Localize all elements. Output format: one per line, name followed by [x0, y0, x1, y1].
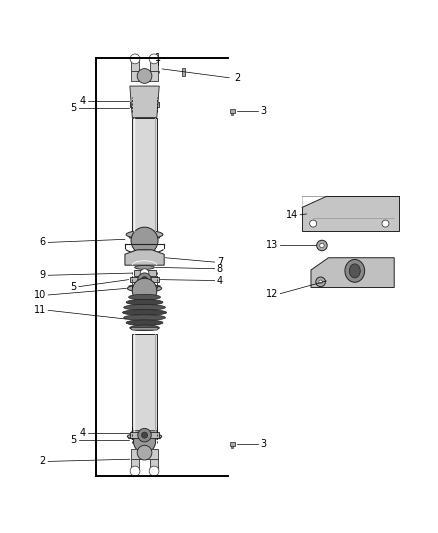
- Bar: [130, 102, 159, 107]
- Circle shape: [149, 466, 159, 476]
- Text: 5: 5: [71, 103, 77, 113]
- Ellipse shape: [126, 320, 163, 326]
- Circle shape: [138, 98, 151, 111]
- Circle shape: [141, 101, 148, 108]
- Polygon shape: [311, 258, 394, 287]
- Bar: [134, 270, 155, 276]
- Circle shape: [141, 277, 148, 282]
- Ellipse shape: [127, 433, 162, 440]
- Circle shape: [131, 227, 158, 254]
- Polygon shape: [302, 197, 326, 207]
- Ellipse shape: [123, 310, 166, 316]
- Circle shape: [132, 278, 157, 303]
- Bar: [230, 442, 235, 446]
- Text: 6: 6: [40, 237, 46, 247]
- Text: 13: 13: [266, 240, 278, 251]
- Ellipse shape: [127, 285, 162, 292]
- Bar: [131, 449, 158, 459]
- Bar: [150, 59, 158, 71]
- Ellipse shape: [130, 325, 159, 330]
- Text: 2: 2: [40, 456, 46, 466]
- Bar: [130, 277, 159, 282]
- Text: 4: 4: [79, 428, 85, 438]
- Text: 12: 12: [266, 289, 278, 298]
- Text: 14: 14: [286, 210, 298, 220]
- Ellipse shape: [132, 250, 157, 254]
- Circle shape: [149, 54, 159, 64]
- Bar: [302, 197, 399, 231]
- Circle shape: [140, 269, 149, 277]
- Circle shape: [134, 431, 155, 453]
- Text: 2: 2: [234, 73, 240, 83]
- Polygon shape: [130, 86, 159, 118]
- Ellipse shape: [350, 264, 360, 278]
- Bar: [132, 118, 157, 231]
- Circle shape: [317, 240, 327, 251]
- Text: 5: 5: [71, 281, 77, 292]
- Ellipse shape: [126, 231, 163, 238]
- Text: 3: 3: [261, 439, 267, 449]
- Polygon shape: [130, 328, 159, 330]
- Text: 10: 10: [34, 290, 46, 300]
- Bar: [150, 459, 158, 471]
- Text: 9: 9: [40, 270, 46, 280]
- Bar: [132, 334, 157, 431]
- Polygon shape: [129, 231, 160, 238]
- Polygon shape: [125, 250, 164, 265]
- Ellipse shape: [129, 294, 160, 300]
- Circle shape: [138, 429, 151, 442]
- Bar: [231, 446, 233, 448]
- Circle shape: [316, 277, 325, 287]
- Ellipse shape: [124, 315, 166, 320]
- Bar: [131, 59, 139, 71]
- Circle shape: [141, 432, 148, 438]
- Bar: [131, 459, 139, 471]
- Bar: [131, 71, 158, 81]
- Circle shape: [138, 273, 151, 286]
- Bar: [230, 109, 235, 113]
- Text: 7: 7: [217, 257, 223, 267]
- Bar: [231, 113, 233, 115]
- Ellipse shape: [135, 265, 154, 269]
- Ellipse shape: [345, 260, 364, 282]
- Text: 8: 8: [217, 264, 223, 273]
- Ellipse shape: [124, 304, 166, 310]
- Text: 3: 3: [261, 106, 267, 116]
- Text: 5: 5: [71, 434, 77, 445]
- Bar: [130, 432, 159, 438]
- Bar: [182, 68, 185, 76]
- Circle shape: [320, 243, 324, 248]
- Circle shape: [130, 466, 140, 476]
- Polygon shape: [129, 431, 160, 439]
- Text: 11: 11: [34, 305, 46, 316]
- Ellipse shape: [126, 300, 163, 305]
- Circle shape: [130, 54, 140, 64]
- Circle shape: [137, 69, 152, 83]
- Text: 4: 4: [217, 276, 223, 286]
- Circle shape: [382, 220, 389, 227]
- Text: 4: 4: [79, 96, 85, 106]
- Circle shape: [310, 220, 317, 227]
- Circle shape: [137, 445, 152, 460]
- Text: 1: 1: [155, 53, 161, 63]
- Circle shape: [319, 280, 322, 284]
